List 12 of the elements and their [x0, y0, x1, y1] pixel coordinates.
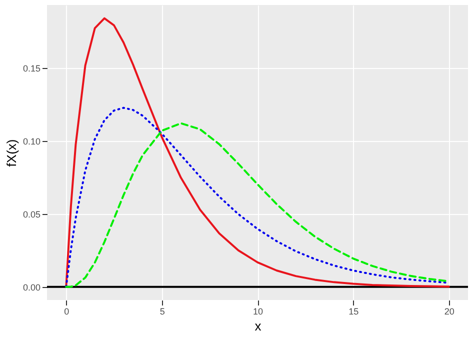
y-tick-label: 0.05: [22, 209, 40, 220]
y-axis-title: fX(x): [4, 139, 19, 167]
y-tick-label: 0.00: [22, 282, 40, 292]
y-tick-label: 0.15: [22, 63, 40, 74]
x-tick-label: 15: [348, 306, 359, 316]
x-axis-title: x: [254, 318, 262, 334]
x-tick-label: 0: [64, 306, 70, 316]
x-tick-label: 10: [252, 306, 264, 316]
x-tick-label: 20: [444, 306, 454, 316]
line-series: [65, 17, 450, 288]
y-tick-label: 0.10: [22, 136, 40, 146]
x-tick-label: 5: [160, 306, 165, 316]
